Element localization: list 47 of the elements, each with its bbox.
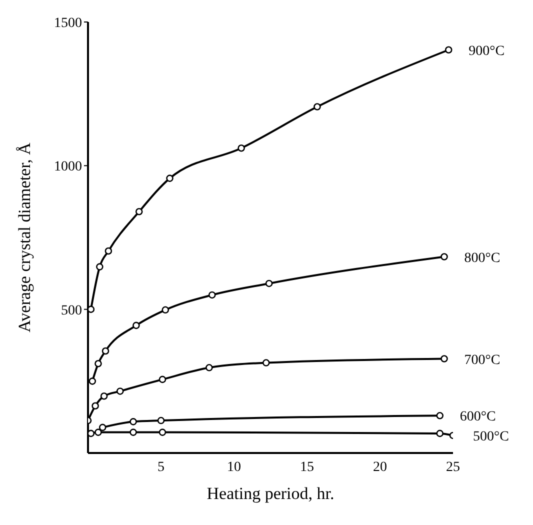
point — [208, 291, 216, 299]
point — [265, 280, 273, 288]
point — [100, 392, 108, 400]
x-tick-label: 25 — [446, 460, 460, 475]
x-tick-label: 5 — [158, 460, 164, 475]
point — [238, 144, 245, 152]
point — [314, 103, 321, 110]
point — [158, 376, 166, 384]
y-tick-label: 500 — [61, 303, 82, 318]
point — [94, 360, 102, 368]
x-tick-label: 15 — [300, 460, 314, 475]
y-tick-label: 1500 — [54, 16, 82, 31]
point — [157, 416, 165, 424]
point — [440, 253, 448, 260]
point — [436, 430, 444, 438]
point — [130, 418, 137, 426]
point — [96, 263, 104, 270]
point — [88, 306, 95, 313]
point — [206, 364, 213, 372]
series-label: 600°C — [460, 410, 496, 425]
point — [444, 46, 452, 54]
series-label: 500°C — [473, 429, 509, 444]
point — [130, 428, 137, 436]
y-tick-label: 1000 — [54, 160, 82, 175]
y-axis-title: Average crystal diameter, Å — [15, 142, 34, 332]
point — [102, 347, 110, 355]
series-label: 900°C — [468, 44, 505, 59]
point — [436, 412, 444, 420]
point — [104, 247, 112, 255]
point — [162, 306, 170, 314]
x-axis-title: Heating period, hr. — [206, 484, 334, 503]
point — [166, 174, 174, 182]
point — [88, 378, 96, 385]
point — [98, 424, 106, 432]
x-tick-label: 20 — [373, 460, 387, 475]
series-label: 700°C — [464, 352, 500, 368]
point — [262, 359, 270, 366]
x-tick-label: 10 — [227, 460, 241, 475]
point — [135, 208, 143, 216]
point — [92, 402, 99, 410]
point — [94, 428, 102, 436]
point — [132, 322, 140, 330]
point — [158, 428, 166, 436]
point — [88, 430, 95, 438]
point — [116, 388, 124, 395]
series-label: 800°C — [464, 250, 500, 266]
point — [440, 355, 448, 362]
